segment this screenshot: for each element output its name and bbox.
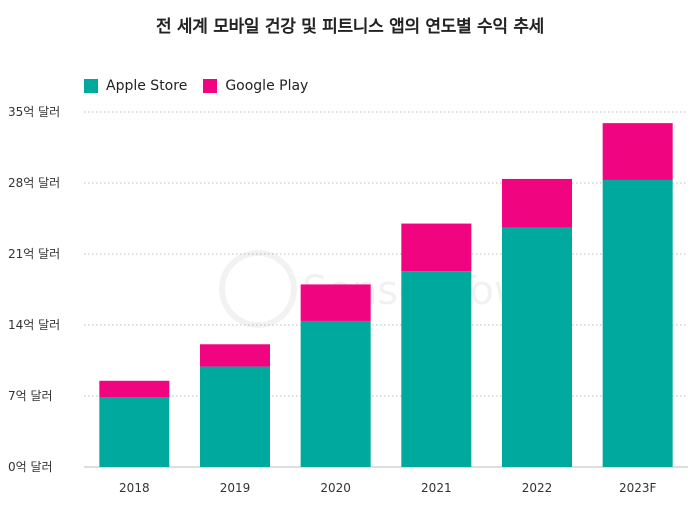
bar-segment-google-play [99,380,170,398]
bar-segment-google-play [200,344,270,367]
bar-segment-apple-store [602,179,673,467]
bar-segment-google-play [602,123,673,180]
axis-layer: 0억 달러 7억 달러 14억 달러 21억 달러 28억 달러 35억 달러 2018 20… [8,105,656,495]
bar-segment-apple-store [300,320,371,467]
x-tick-label: 2018 [119,481,150,495]
y-tick-label: 35억 달러 [8,105,60,119]
y-tick-label: 7억 달러 [8,389,53,403]
legend-item-apple-store: Apple Store [84,78,187,94]
y-tick-label: 14억 달러 [8,318,60,332]
bar-segment-google-play [502,178,572,228]
bar-segment-apple-store [99,397,170,467]
legend-swatch-google-play [203,79,218,93]
bar-segment-apple-store [200,366,270,467]
watermark-logo-icon [219,250,297,328]
y-tick-label: 21억 달러 [8,247,60,261]
bar-segment-google-play [401,223,472,272]
y-tick-label: 28억 달러 [8,176,60,190]
x-tick-label: 2022 [522,481,553,495]
x-tick-label: 2019 [220,481,251,495]
legend-swatch-apple-store [84,79,98,93]
grid-layer [84,111,688,468]
bar-segment-apple-store [502,227,572,467]
x-tick-label: 2020 [320,481,351,495]
chart-title: 전 세계 모바일 건강 및 피트니스 앱의 연도별 수익 추세 [155,17,545,37]
legend-item-google-play: Google Play [203,78,308,94]
chart-legend: Apple Store Google Play [84,78,308,94]
legend-label-apple-store: Apple Store [106,78,188,94]
bar-segment-google-play [300,284,371,321]
bar-segment-apple-store [401,271,472,467]
x-tick-label: 2023F [619,481,657,495]
x-tick-label: 2021 [421,481,452,495]
y-tick-label: 0억 달러 [8,460,53,474]
bars-layer [99,123,673,467]
legend-label-google-play: Google Play [225,78,309,94]
